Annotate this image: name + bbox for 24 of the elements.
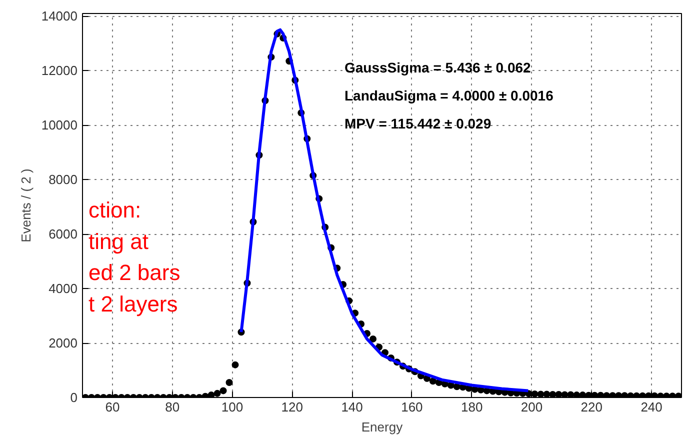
annotation: LandauSigma = 4.0000 ± 0.0016 — [344, 88, 554, 104]
x-tick-label: 100 — [221, 400, 244, 414]
y-tick-label: 0 — [70, 390, 78, 405]
x-tick-label: 200 — [520, 400, 543, 414]
y-axis-title: Events / ( 2 ) — [18, 168, 34, 242]
x-tick-label: 80 — [165, 400, 180, 414]
annotation: ction: ting at ed 2 bars t 2 layers — [88, 198, 180, 316]
x-tick-label: 240 — [640, 400, 662, 414]
x-tick-label: 160 — [401, 400, 423, 414]
x-tick-label: 220 — [580, 400, 603, 414]
annotation: MPV = 115.442 ± 0.029 — [344, 116, 492, 132]
x-tick-label: 60 — [105, 400, 120, 414]
x-tick-label: 180 — [461, 400, 483, 414]
y-tick-label: 2000 — [48, 336, 78, 351]
y-tick-label: 6000 — [48, 226, 78, 242]
y-tick-label: 4000 — [48, 281, 78, 296]
annotation: GaussSigma = 5.436 ± 0.062 — [344, 60, 532, 76]
x-tick-label: 140 — [341, 400, 363, 414]
y-tick-label: 12000 — [41, 63, 78, 78]
x-axis-title: Energy — [361, 420, 404, 434]
x-tick-label: 120 — [281, 400, 304, 414]
y-tick-label: 14000 — [41, 8, 78, 24]
y-tick-label: 10000 — [41, 118, 78, 133]
y-tick-label: 8000 — [48, 172, 78, 188]
